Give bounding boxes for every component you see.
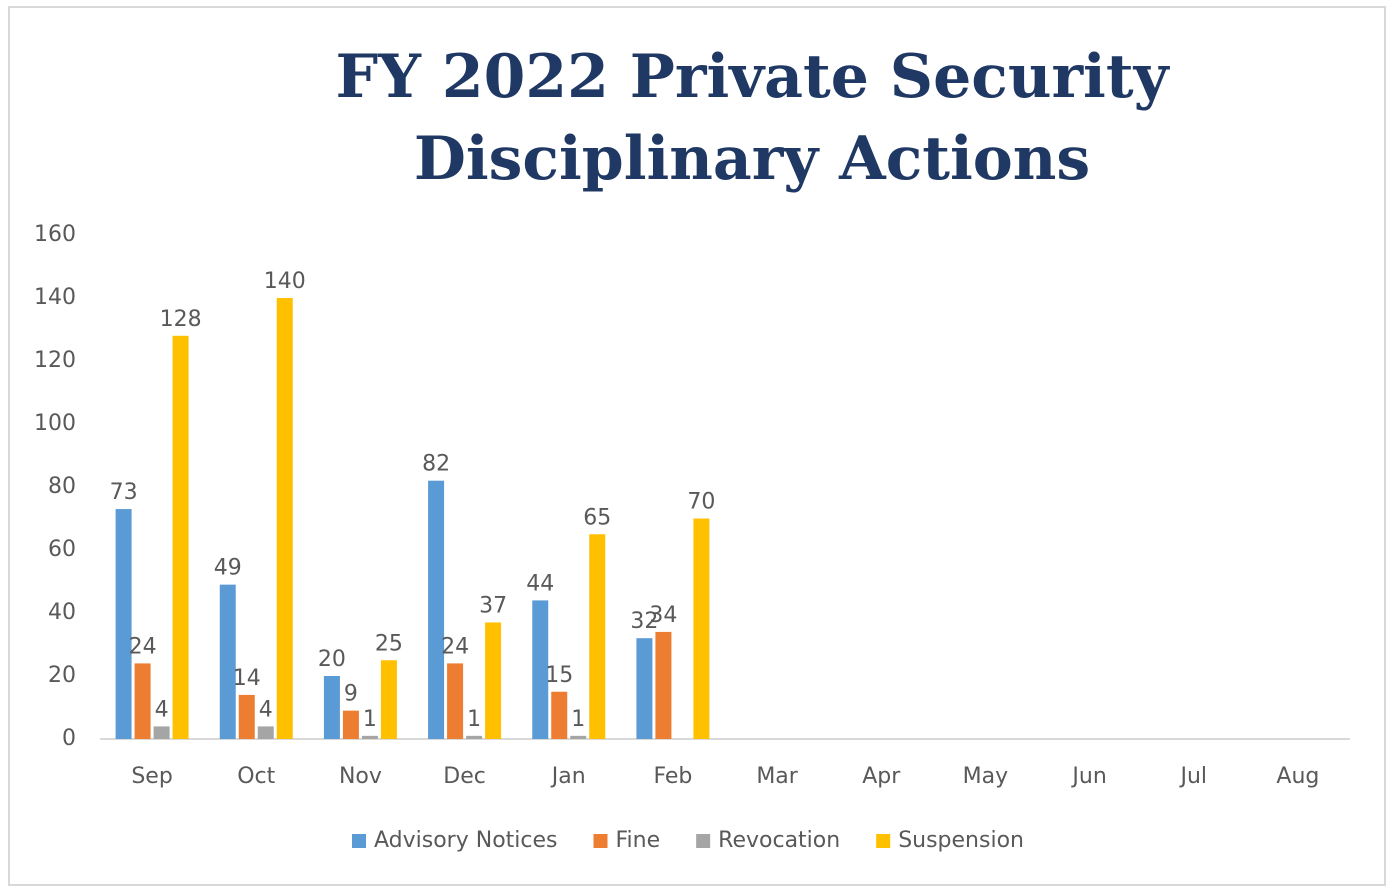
bar: [570, 735, 587, 739]
legend-label: Revocation: [718, 828, 840, 853]
bar: [485, 622, 502, 739]
bar: [551, 691, 568, 739]
y-tick-label: 160: [34, 222, 76, 247]
data-label: 73: [110, 480, 138, 505]
data-label: 34: [649, 603, 677, 628]
x-tick-label: May: [963, 764, 1008, 789]
data-label: 4: [155, 697, 169, 722]
x-tick-label: Sep: [131, 764, 172, 789]
legend-swatch: [876, 834, 891, 848]
data-label: 65: [583, 505, 611, 530]
bar: [655, 631, 672, 739]
bar: [361, 735, 378, 739]
data-label: 128: [160, 307, 202, 332]
data-label: 1: [363, 707, 377, 732]
data-label: 49: [214, 556, 242, 581]
bar: [276, 298, 293, 739]
bar: [428, 480, 445, 739]
legend-label: Suspension: [898, 828, 1024, 853]
chart-title: FY 2022 Private Security Disciplinary Ac…: [335, 42, 1169, 194]
data-label: 9: [344, 682, 358, 707]
bar: [693, 518, 710, 739]
x-tick-label: Oct: [237, 764, 275, 789]
y-tick-label: 20: [48, 663, 76, 688]
bar: [219, 584, 236, 739]
y-tick-label: 40: [48, 600, 76, 625]
data-label: 1: [571, 707, 585, 732]
bar: [153, 726, 170, 739]
legend-swatch: [593, 834, 608, 848]
legend-swatch: [352, 834, 366, 848]
y-tick-label: 60: [48, 537, 76, 562]
data-label: 15: [545, 663, 573, 688]
bar: [257, 726, 274, 739]
bar: [636, 638, 653, 739]
bar: [380, 660, 397, 739]
data-label: 70: [687, 490, 715, 515]
y-tick-label: 100: [34, 411, 76, 436]
y-tick-label: 80: [48, 474, 76, 499]
y-tick-label: 0: [62, 726, 76, 751]
x-tick-label: Jul: [1178, 764, 1207, 789]
bar: [447, 663, 464, 739]
legend-swatch: [696, 834, 711, 848]
bar: [323, 676, 340, 739]
x-tick-label: Dec: [443, 764, 486, 789]
x-tick-label: Jan: [550, 764, 586, 789]
data-label: 1: [467, 707, 481, 732]
data-label: 32: [630, 609, 658, 634]
data-label: 4: [259, 697, 273, 722]
legend-label: Fine: [616, 828, 661, 853]
bar: [466, 735, 483, 739]
x-tick-label: Apr: [862, 764, 901, 789]
bar: [532, 600, 549, 739]
x-tick-label: Nov: [339, 764, 382, 789]
data-label: 140: [264, 269, 306, 294]
x-tick-label: Mar: [756, 764, 798, 789]
y-tick-label: 120: [34, 348, 76, 373]
bar: [238, 694, 255, 739]
bar: [342, 710, 359, 739]
y-tick-label: 140: [34, 285, 76, 310]
data-label: 37: [479, 593, 507, 618]
bar: [172, 335, 189, 739]
data-label: 20: [318, 647, 346, 672]
legend-label: Advisory Notices: [374, 828, 558, 853]
data-label: 44: [526, 571, 554, 596]
data-label: 25: [375, 631, 403, 656]
x-tick-label: Feb: [653, 764, 692, 789]
bar: [589, 534, 606, 739]
data-label: 82: [422, 452, 450, 477]
data-label: 24: [441, 634, 469, 659]
bar: [115, 509, 132, 739]
x-tick-label: Aug: [1276, 764, 1319, 789]
bar: [134, 663, 151, 739]
x-tick-label: Jun: [1070, 764, 1106, 789]
data-label: 24: [129, 634, 157, 659]
data-label: 14: [233, 666, 261, 691]
